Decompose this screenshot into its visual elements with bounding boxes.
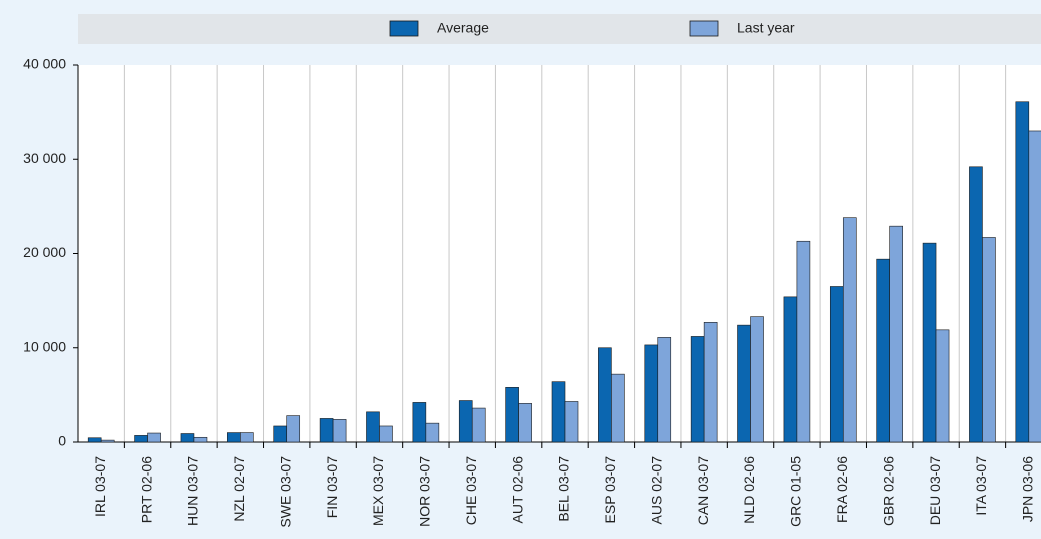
bar: [227, 432, 241, 443]
bar: [273, 425, 288, 443]
x-tick-label: CAN 03-07: [695, 456, 711, 525]
x-tick-label: NLD 02-06: [741, 456, 757, 524]
x-tick-label: ITA 03-07: [973, 456, 989, 516]
legend-label: Average: [437, 20, 489, 36]
x-tick-label: GBR 02-06: [880, 456, 896, 526]
legend-label: Last year: [737, 20, 795, 36]
x-tick-label: AUS 02-07: [648, 456, 664, 525]
y-tick-label: 10 000: [23, 338, 66, 354]
bar: [644, 344, 659, 443]
bar: [829, 286, 844, 443]
legend-swatch: [389, 20, 419, 37]
bar: [922, 242, 937, 443]
legend-swatch: [689, 20, 719, 37]
x-tick-label: CHE 03-07: [463, 456, 479, 525]
x-tick-label: GRC 01-05: [788, 456, 804, 527]
bar: [935, 329, 950, 443]
bar: [518, 403, 532, 443]
y-tick-label: 40 000: [23, 56, 66, 72]
bar: [982, 237, 996, 443]
x-tick-label: DEU 03-07: [927, 456, 943, 525]
x-tick-label: AUT 02-06: [509, 456, 525, 524]
y-tick-label: 20 000: [23, 244, 66, 260]
bar: [969, 166, 983, 443]
bar: [611, 373, 625, 443]
bar: [564, 401, 579, 443]
bar: [876, 258, 890, 443]
bar: [1015, 101, 1030, 443]
bar: [471, 407, 486, 443]
bar: [134, 435, 148, 443]
bar: [100, 439, 115, 443]
x-tick-label: FRA 02-06: [834, 456, 850, 523]
x-tick-label: JPN 03-06: [1020, 456, 1036, 522]
x-tick-label: NOR 03-07: [417, 456, 433, 527]
bar: [458, 400, 473, 443]
y-tick-label: 0: [58, 433, 66, 449]
bar: [1028, 130, 1041, 443]
y-tick-label: 30 000: [23, 150, 66, 166]
legend-background: [78, 14, 1041, 44]
bar: [87, 437, 102, 443]
bar: [180, 433, 195, 443]
bar: [319, 418, 334, 443]
x-tick-label: PRT 02-06: [138, 456, 154, 523]
bar: [412, 402, 427, 443]
bar: [737, 324, 751, 443]
bar: [425, 422, 440, 443]
x-tick-label: BEL 03-07: [556, 456, 572, 522]
bar: [240, 432, 254, 443]
x-tick-label: HUN 03-07: [185, 456, 201, 526]
x-tick-label: NZL 02-07: [231, 456, 247, 522]
bar: [657, 337, 672, 443]
bar: [598, 347, 612, 443]
bar: [332, 419, 347, 443]
bar: [505, 387, 519, 443]
bar: [193, 436, 208, 443]
bar: [551, 381, 566, 443]
bar: [783, 296, 798, 443]
bar: [366, 411, 380, 443]
bar: [690, 336, 705, 443]
bar: [750, 316, 764, 443]
bar: [796, 240, 811, 443]
bar: [379, 425, 393, 443]
bar: [286, 415, 301, 443]
bar: [147, 432, 161, 443]
bar: [889, 225, 903, 443]
x-tick-label: ESP 03-07: [602, 456, 618, 524]
x-tick-label: MEX 03-07: [370, 456, 386, 526]
bar: [842, 217, 857, 443]
bar: [703, 322, 718, 443]
x-tick-label: IRL 03-07: [92, 456, 108, 517]
x-tick-label: SWE 03-07: [277, 456, 293, 528]
x-tick-label: FIN 03-07: [324, 456, 340, 518]
